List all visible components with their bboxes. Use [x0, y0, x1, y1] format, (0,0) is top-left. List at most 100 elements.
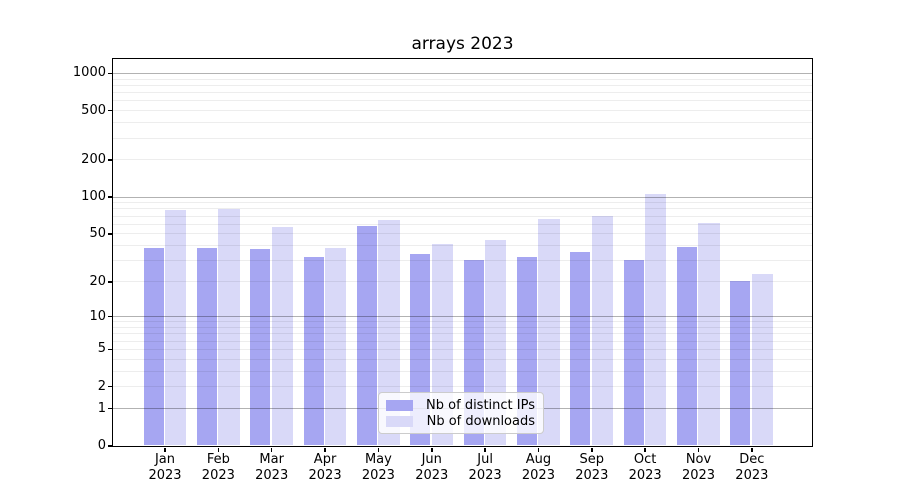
bar-nov-downloads	[698, 222, 720, 446]
x-tick-label-apr: Apr 2023	[295, 452, 355, 484]
x-tick-mark	[324, 447, 326, 452]
gridline-minor	[112, 137, 812, 139]
x-tick-year: 2023	[681, 468, 716, 483]
gridline-minor	[112, 233, 812, 235]
bar-jan-distinct-ips	[143, 247, 164, 446]
x-tick-mark	[644, 447, 646, 452]
y-tick-label: 2	[97, 378, 106, 394]
bar-aug-downloads	[538, 218, 560, 446]
x-tick-month: Jun	[421, 452, 442, 467]
bar-apr-distinct-ips	[303, 256, 324, 446]
gridline-major	[112, 196, 812, 198]
bar-dec-distinct-ips	[730, 281, 751, 446]
x-tick-label-aug: Aug 2023	[508, 452, 568, 484]
x-tick-label-mar: Mar 2023	[242, 452, 302, 484]
x-tick-label-sep: Sep 2023	[562, 452, 622, 484]
x-tick-year: 2023	[468, 468, 502, 483]
y-tick-label: 100	[81, 189, 106, 205]
legend-entry-distinct-ips: Nb of distinct IPs	[386, 397, 535, 413]
x-tick-year: 2023	[201, 468, 235, 483]
gridline-minor	[112, 92, 812, 94]
legend-label-distinct-ips: Nb of distinct IPs	[426, 397, 535, 413]
x-tick-label-jul: Jul 2023	[455, 452, 515, 484]
legend-swatch-downloads	[386, 415, 413, 427]
x-tick-year: 2023	[255, 468, 289, 483]
bar-may-downloads	[378, 220, 400, 446]
gridline-minor	[112, 260, 812, 262]
legend-label-downloads: Nb of downloads	[426, 413, 535, 429]
x-tick-month: Sep	[579, 452, 605, 467]
y-tick-mark	[107, 445, 112, 447]
x-tick-month: Dec	[739, 452, 765, 467]
x-tick-mark	[751, 447, 753, 452]
gridline-minor	[112, 321, 812, 323]
gridline-minor	[112, 110, 812, 112]
y-tick-mark	[107, 109, 112, 112]
gridline-minor	[112, 370, 812, 372]
y-tick-label: 20	[89, 273, 106, 289]
bar-feb-downloads	[218, 209, 240, 446]
bar-dec-downloads	[751, 274, 774, 446]
x-tick-month: Jul	[477, 452, 493, 467]
bar-sep-distinct-ips	[570, 252, 591, 446]
x-tick-year: 2023	[148, 468, 182, 483]
y-tick-label: 10	[89, 308, 106, 324]
gridline-minor	[112, 84, 812, 86]
x-tick-label-oct: Oct 2023	[615, 452, 675, 484]
x-tick-mark	[431, 447, 433, 452]
x-tick-label-jan: Jan 2023	[135, 452, 195, 484]
x-tick-month: Apr	[313, 452, 337, 467]
bar-mar-distinct-ips	[250, 249, 271, 446]
plot-area	[111, 57, 813, 447]
x-tick-year: 2023	[735, 468, 769, 483]
x-tick-mark	[484, 447, 486, 452]
x-tick-month: Feb	[206, 452, 230, 467]
gridline-minor	[112, 281, 812, 283]
gridline-minor	[112, 208, 812, 210]
gridline-minor	[112, 326, 812, 328]
x-tick-mark	[270, 447, 273, 452]
y-tick-mark	[107, 385, 112, 388]
x-tick-month: Jan	[154, 452, 176, 467]
y-tick-mark	[107, 315, 112, 318]
gridline-minor	[112, 159, 812, 161]
y-tick-label: 0	[97, 438, 106, 453]
x-tick-label-jun: Jun 2023	[402, 452, 462, 484]
x-tick-year: 2023	[521, 468, 555, 483]
y-tick-label: 5	[97, 341, 106, 357]
x-tick-month: Aug	[525, 452, 552, 467]
bar-mar-downloads	[271, 227, 293, 446]
y-tick-label: 200	[81, 151, 106, 167]
x-tick-mark	[537, 447, 540, 452]
gridline-minor	[112, 122, 812, 124]
x-tick-year: 2023	[415, 468, 449, 483]
x-tick-mark	[697, 447, 700, 452]
x-tick-year: 2023	[628, 468, 662, 483]
y-tick-mark	[107, 281, 112, 283]
legend: Nb of distinct IPs Nb of downloads	[378, 392, 544, 434]
bar-jan-downloads	[164, 209, 187, 446]
gridline-minor	[112, 333, 812, 335]
gridline-minor	[112, 358, 812, 360]
bar-nov-distinct-ips	[677, 246, 697, 446]
chart-title: arrays 2023	[411, 34, 514, 54]
y-tick-mark	[107, 348, 112, 351]
x-tick-year: 2023	[361, 468, 395, 483]
gridline-minor	[112, 340, 812, 342]
y-tick-label: 1000	[72, 65, 106, 81]
y-tick-label: 50	[89, 225, 106, 241]
x-tick-month: May	[364, 452, 392, 467]
gridline-major	[112, 316, 812, 318]
bar-apr-downloads	[324, 247, 347, 446]
legend-swatch-distinct-ips	[386, 399, 413, 411]
bar-sep-downloads	[591, 216, 613, 446]
x-tick-label-feb: Feb 2023	[188, 452, 248, 484]
bar-feb-distinct-ips	[196, 247, 217, 446]
y-tick-mark	[107, 233, 112, 235]
y-tick-mark	[107, 159, 112, 161]
x-tick-label-may: May 2023	[348, 452, 408, 484]
x-tick-mark	[591, 447, 593, 452]
y-tick-mark	[107, 407, 112, 410]
x-tick-mark	[217, 447, 220, 452]
